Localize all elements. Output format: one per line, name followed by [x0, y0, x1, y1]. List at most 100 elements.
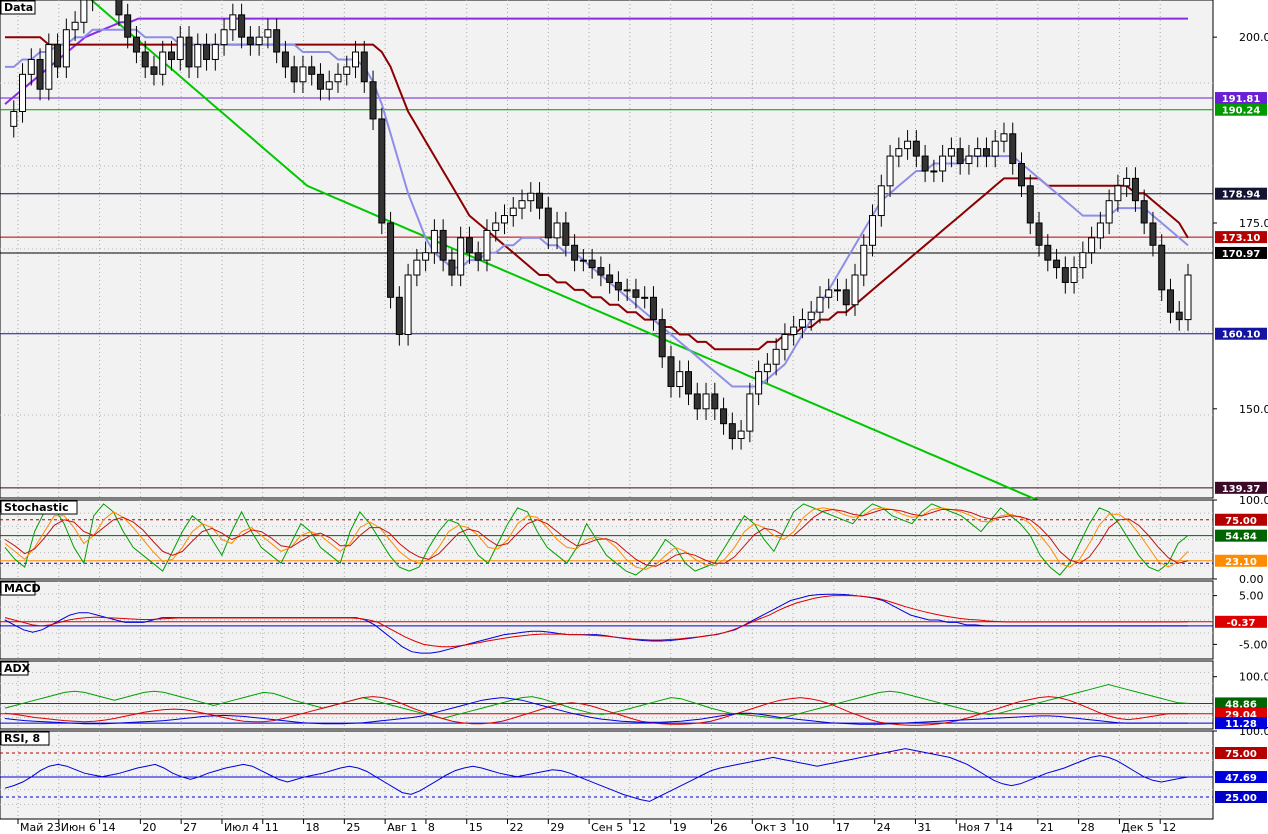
candle-body: [1175, 311, 1183, 321]
macd-ytick-label: 5.00: [1239, 590, 1264, 603]
price-series-line: [4, 17, 1188, 105]
adx-series-line: [4, 683, 1189, 720]
candle-body: [509, 207, 517, 217]
candle-body: [974, 148, 982, 157]
candle-body: [325, 81, 333, 90]
candle-body: [562, 222, 570, 246]
candle-body: [1149, 222, 1157, 246]
candle-body: [80, 0, 88, 23]
stochastic-level-tag-label: 75.00: [1225, 516, 1257, 527]
price-level-tag: [1215, 481, 1267, 494]
candle-body: [395, 296, 403, 335]
candle-body: [27, 58, 35, 75]
x-tick-label: 27: [183, 821, 197, 834]
candle-body: [448, 259, 456, 276]
price-level-tag: [1215, 246, 1267, 259]
candle-body: [316, 73, 324, 90]
x-tick-label: 31: [917, 821, 931, 834]
candle-body: [115, 0, 123, 16]
candle-body: [229, 14, 237, 31]
candle-body: [571, 244, 579, 261]
x-tick-label: 12: [632, 821, 646, 834]
candle-body: [702, 393, 710, 410]
stochastic-series-line: [4, 507, 1189, 571]
candle-body: [544, 207, 552, 239]
candle-body: [281, 51, 289, 68]
x-tick-label: 12: [1162, 821, 1176, 834]
rsi-level-tag-label: 25.00: [1225, 793, 1257, 804]
x-tick-label: 15: [469, 821, 483, 834]
candle-body: [904, 140, 912, 150]
price-ytick-label: 150.00: [1239, 403, 1268, 416]
adx-level-tag-label: 29.04: [1225, 710, 1257, 721]
price-ytick-label: 175.00: [1239, 217, 1268, 230]
candle-body: [641, 296, 649, 299]
x-tick-label: Ноя 7: [958, 821, 990, 834]
candle-body: [132, 36, 140, 53]
candle-body: [194, 44, 202, 68]
candle-body: [772, 348, 780, 365]
candle-body: [176, 36, 184, 60]
candle-body: [369, 81, 377, 120]
macd-title: MACD: [4, 582, 41, 595]
price-level-tag: [1215, 92, 1267, 105]
x-tick-label: 17: [836, 821, 850, 834]
candle-body: [430, 229, 438, 254]
stochastic-series-line: [4, 508, 1189, 567]
candle-body: [308, 66, 316, 75]
candle-body: [1044, 244, 1052, 261]
candle-body: [1158, 244, 1166, 291]
x-tick-label: Дек 5: [1121, 821, 1154, 834]
candle-body: [623, 289, 631, 292]
candle-body: [579, 259, 587, 262]
price-level-tag: [1215, 187, 1267, 200]
candle-body: [10, 110, 18, 127]
candle-body: [737, 430, 745, 440]
candle-body: [614, 281, 622, 291]
x-tick-label: 20: [142, 821, 156, 834]
candle-body: [685, 371, 693, 395]
adx-level-tag-label: 48.86: [1225, 699, 1257, 710]
macd-series-line: [4, 595, 1189, 648]
candle-body: [334, 73, 342, 83]
stochastic-level-tag: [1215, 513, 1267, 526]
candle-body: [1026, 185, 1034, 224]
candle-body: [851, 274, 859, 306]
stochastic-level-tag: [1215, 554, 1267, 567]
candle-body: [711, 393, 719, 410]
candle-body: [290, 66, 298, 83]
candle-body: [387, 222, 395, 298]
x-tick-label: 25: [346, 821, 360, 834]
x-tick-label: 18: [306, 821, 320, 834]
candle-body: [1018, 163, 1026, 187]
candle-body: [299, 66, 307, 83]
adx-level-tag-label: 11.28: [1225, 719, 1257, 730]
price-series-line: [89, 0, 1189, 566]
stochastic-ytick-label: 100.00: [1239, 494, 1268, 507]
candle-body: [825, 289, 833, 298]
candle-body: [693, 393, 701, 410]
macd-plot-area: [0, 580, 1214, 660]
candle-body: [220, 29, 228, 46]
candle-body: [1000, 133, 1008, 142]
stochastic-panel: 0.00 100.00 75.00 54.84 23.10 Stochastic: [0, 494, 1268, 586]
price-ytick-label: 200.00: [1239, 31, 1268, 44]
candle-body: [746, 393, 754, 432]
x-tick-label: 14: [102, 821, 116, 834]
candle-body: [536, 192, 544, 209]
candle-body: [45, 44, 53, 90]
x-tick-label: 29: [550, 821, 564, 834]
x-tick-label: Июл 4: [224, 821, 259, 834]
x-tick-label: 14: [999, 821, 1013, 834]
stochastic-title-box: [0, 500, 78, 515]
x-tick-label: Окт 3: [754, 821, 786, 834]
candle-body: [1131, 177, 1139, 202]
candle-body: [124, 14, 132, 38]
candle-body: [947, 148, 955, 157]
candle-body: [597, 267, 605, 276]
macd-level-tag: [1215, 615, 1267, 628]
candle-body: [246, 36, 254, 46]
adx-ytick-label: 100.00: [1239, 671, 1268, 684]
x-tick-label: Июн 6: [61, 821, 96, 834]
candle-body: [649, 296, 657, 321]
